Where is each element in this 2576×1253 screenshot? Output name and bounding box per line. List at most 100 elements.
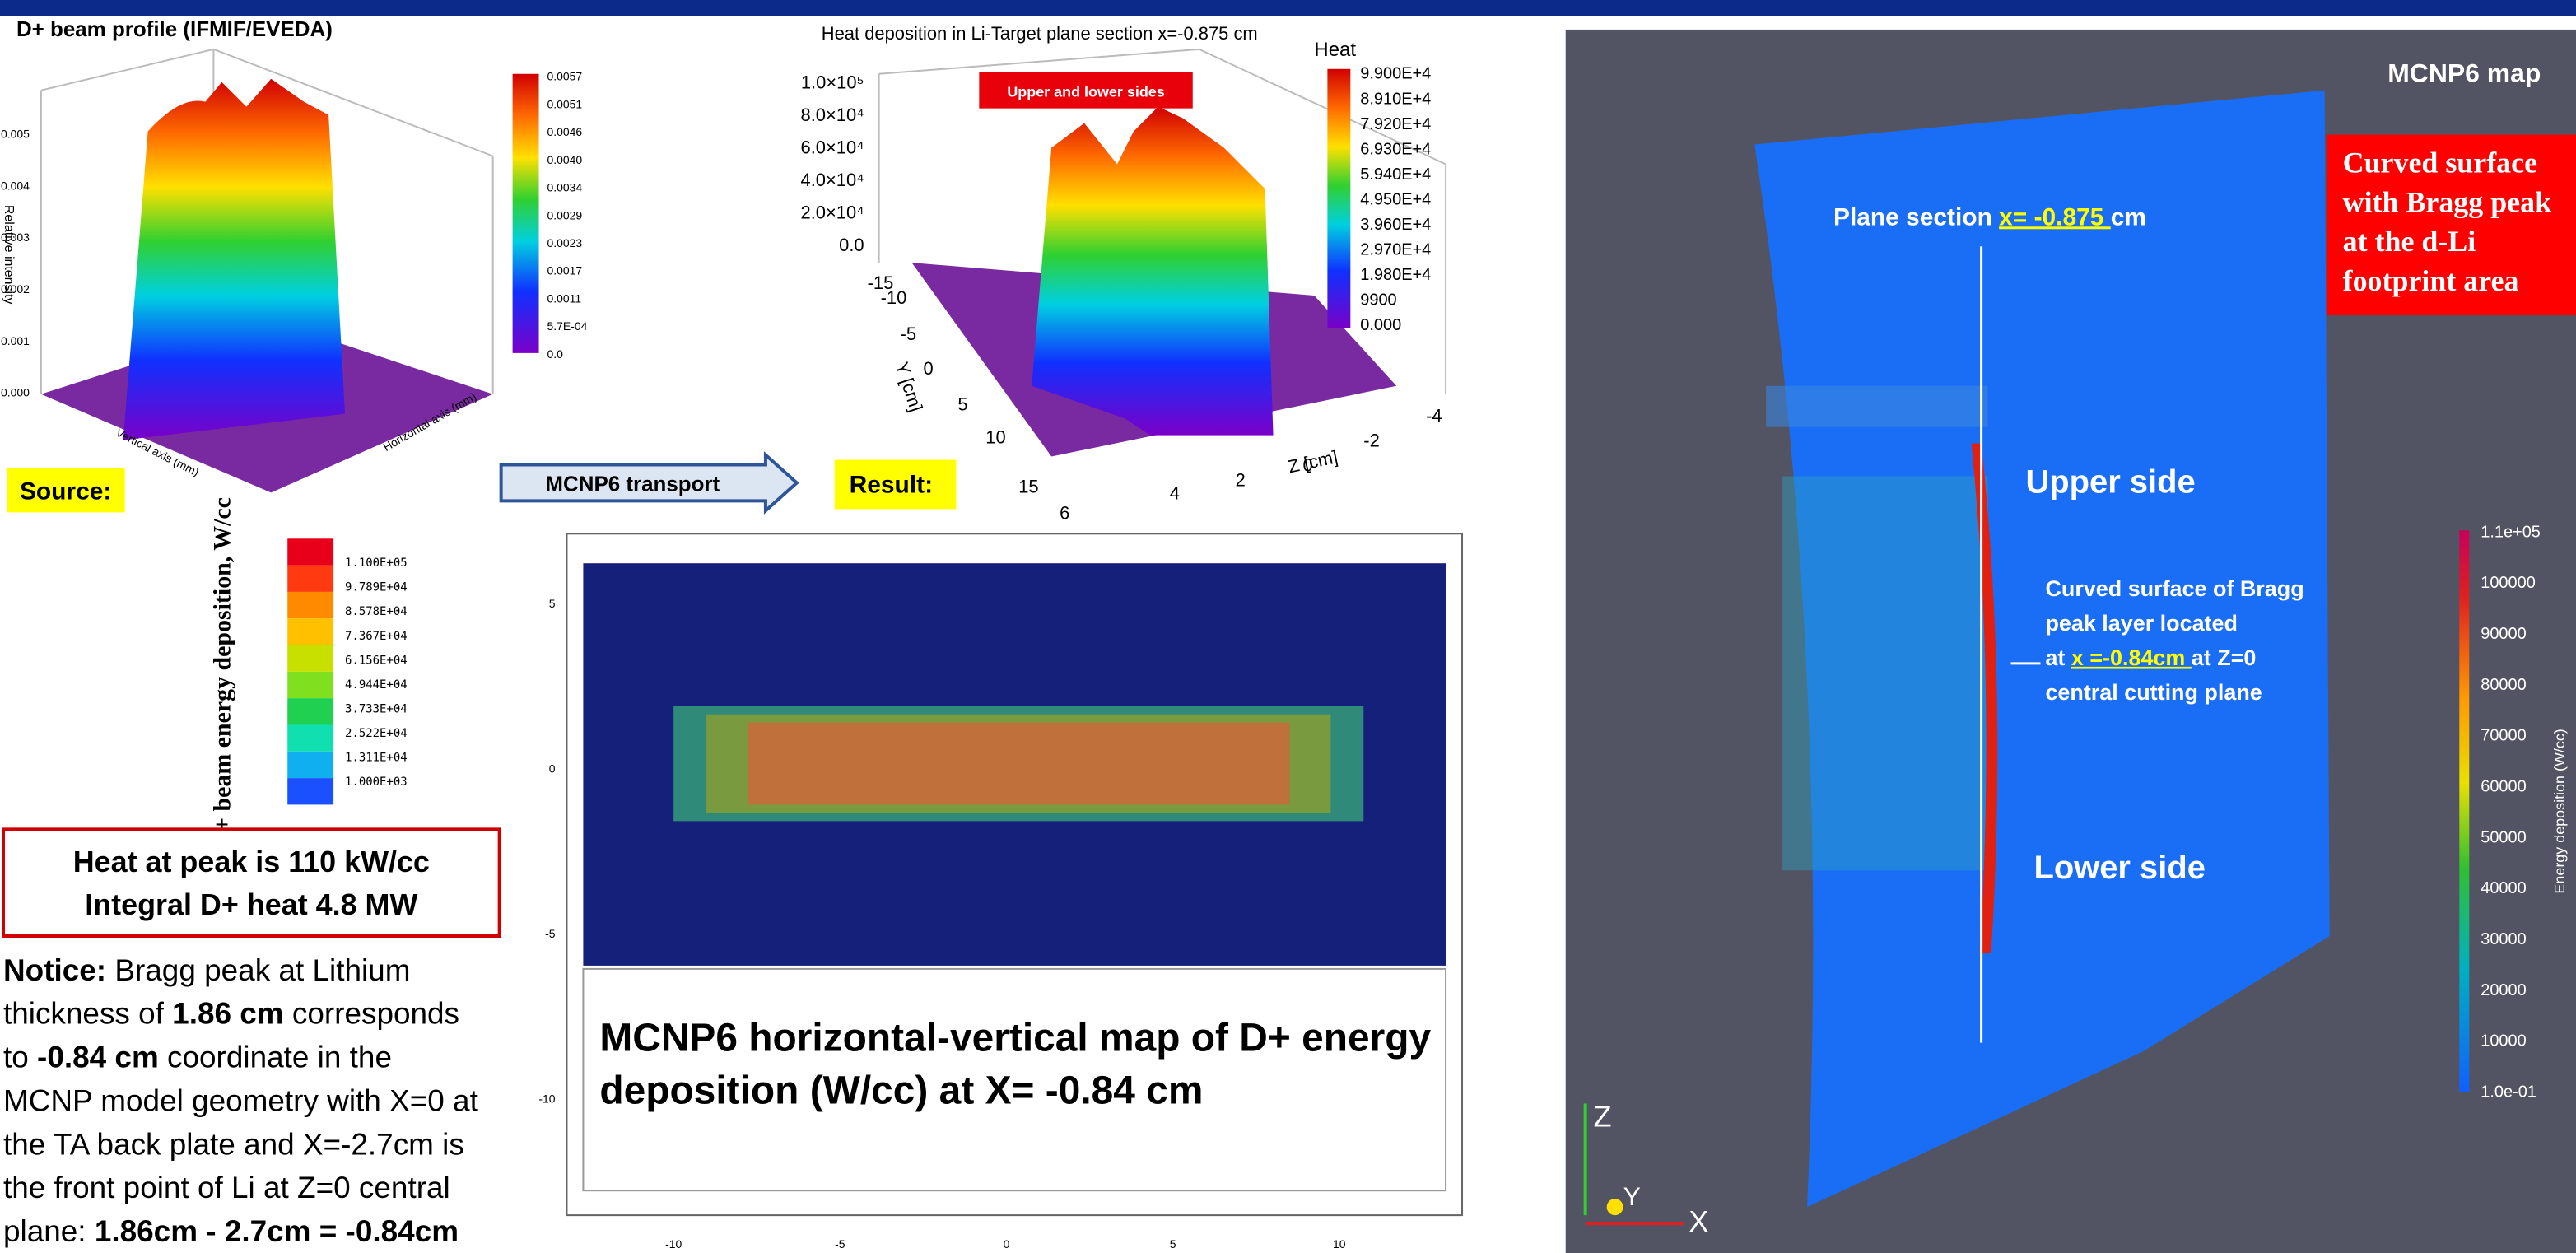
deposition-colorbar-title: D+ beam energy deposition, W/cc <box>208 497 235 850</box>
text-run: at Z=0 <box>2192 645 2257 670</box>
notice-line: the front point of Li at Z=0 central <box>3 1171 450 1204</box>
colorbar-block <box>287 752 333 778</box>
map-x-tick: -10 <box>665 1237 682 1251</box>
heat-zone-inner <box>748 723 1290 805</box>
deposition-colorbar-label: 8.578E+04 <box>345 605 408 618</box>
map-caption: MCNP6 horizontal-vertical map of D+ ener… <box>599 1017 1431 1060</box>
source-tag: Source: <box>20 477 111 505</box>
heat-y-tick: 10 <box>985 427 1005 448</box>
heat-y-tick: 5 <box>957 394 967 415</box>
heat-title: Heat deposition in Li-Target plane secti… <box>822 23 1258 44</box>
deposition-colorbar-label: 3.733E+04 <box>345 702 408 715</box>
colorbar-block <box>287 672 333 698</box>
deposition-colorbar-label: 1.100E+05 <box>345 557 408 570</box>
mcnp-colorbar-label: 80000 <box>2481 676 2526 694</box>
heat-z-axis-tick: 0 <box>1302 454 1312 475</box>
map-x-tick: 10 <box>1333 1237 1346 1251</box>
text-run: the TA back plate and X=-2.7cm is <box>3 1127 464 1161</box>
heat-colorbar <box>1327 69 1350 328</box>
heat-colorbar-label: 1.980E+4 <box>1360 266 1431 284</box>
mcnp-colorbar-label: 10000 <box>2481 1032 2526 1050</box>
map-y-tick: -5 <box>545 927 556 940</box>
text-run: MCNP model geometry with X=0 at <box>3 1083 478 1117</box>
notice: Notice: Bragg peak at Lithiumthickness o… <box>3 953 478 1248</box>
text-run: to <box>3 1041 37 1074</box>
heat-z-axis-tick: -4 <box>1426 406 1442 426</box>
heat-colorbar-label: 5.940E+4 <box>1360 165 1431 184</box>
text-run: corresponds <box>284 997 459 1031</box>
mcnp-colorbar-label: 50000 <box>2481 828 2526 846</box>
heat-y-tick: 15 <box>1018 476 1038 496</box>
heat-z-axis-tick: 4 <box>1170 482 1180 503</box>
heat-colorbar-label: 7.920E+4 <box>1360 115 1431 133</box>
beam-colorbar-label: 0.0040 <box>547 153 583 166</box>
colorbar-block <box>287 645 333 672</box>
text-run: coordinate in the <box>159 1041 392 1074</box>
band <box>1782 476 1987 870</box>
mcnp-colorbar <box>2459 530 2469 1092</box>
map-y-tick: -10 <box>538 1092 555 1105</box>
deposition-colorbar-label: 9.789E+04 <box>345 581 408 594</box>
bragg-note-line: central cutting plane <box>2045 680 2262 705</box>
summary-line: Integral D+ heat 4.8 MW <box>85 887 417 921</box>
text-run: plane: <box>3 1214 95 1248</box>
beam-colorbar <box>513 74 539 353</box>
heat-z-tick: 2.0×10⁴ <box>800 203 864 223</box>
notice-line: the TA back plate and X=-2.7cm is <box>3 1127 464 1161</box>
text-run: thickness of <box>3 997 172 1031</box>
heat-colorbar-label: 4.950E+4 <box>1360 190 1431 208</box>
beam-colorbar-label: 5.7E-04 <box>547 319 588 333</box>
plane-section: Plane section x= -0.875 cm <box>1833 203 2146 231</box>
notice-line: to -0.84 cm coordinate in the <box>3 1041 392 1074</box>
beam-colorbar-label: 0.0017 <box>547 264 583 277</box>
heat-z-tick: 6.0×10⁴ <box>800 137 864 158</box>
map-x-tick: -5 <box>835 1237 845 1251</box>
deposition-colorbar-label: 1.000E+03 <box>345 776 408 789</box>
bragg-note-line: at x =-0.84cm at Z=0 <box>2045 645 2256 670</box>
transport-label: MCNP6 transport <box>545 473 720 496</box>
beam-colorbar-label: 0.0057 <box>547 70 583 83</box>
text-run: peak layer located <box>2045 611 2237 636</box>
mcnp-colorbar-label: 1.0e-01 <box>2481 1083 2536 1102</box>
heat-annotation: Upper and lower sides <box>1007 84 1164 100</box>
beam-colorbar-label: 0.0 <box>547 347 564 361</box>
colorbar-block <box>287 618 333 645</box>
heat-colorbar-label: 8.910E+4 <box>1360 90 1431 108</box>
deposition-colorbar <box>287 538 333 804</box>
text-run: central cutting plane <box>2045 680 2262 705</box>
beam-colorbar-label: 0.0051 <box>547 97 583 110</box>
axis-label: Y <box>1623 1181 1641 1211</box>
notice-line: thickness of 1.86 cm corresponds <box>3 997 459 1031</box>
callout-line: at the d-Li <box>2343 225 2476 258</box>
text-run: Notice: <box>3 953 106 987</box>
beam-colorbar-label: 0.0011 <box>547 291 582 305</box>
beam-y-tick: 0.003 <box>1 231 30 244</box>
colorbar-block <box>287 538 333 565</box>
heat-colorbar-title: Heat <box>1314 39 1356 61</box>
mcnp-colorbar-label: 30000 <box>2481 930 2526 948</box>
colorbar-block <box>287 698 333 724</box>
text-run: 1.86cm - 2.7cm = -0.84cm <box>95 1214 459 1248</box>
axis-label: Z <box>1594 1099 1612 1133</box>
heat-z-tick: 0.0 <box>839 235 864 255</box>
band <box>1766 386 1987 427</box>
heat-y-tick: -10 <box>881 287 907 308</box>
colorbar-block <box>287 724 333 751</box>
mcnp-colorbar-label: 40000 <box>2481 879 2526 897</box>
mcnp-colorbar-label: 90000 <box>2481 625 2526 643</box>
colorbar-block <box>287 566 333 592</box>
text-run: Curved surface of Bragg <box>2045 576 2303 601</box>
notice-line: plane: 1.86cm - 2.7cm = -0.84cm <box>3 1214 459 1248</box>
page: D+ beam profile (IFMIF/EVEDA) Relative i… <box>0 0 2576 1253</box>
beam-y-tick: 0.004 <box>1 179 30 192</box>
text-run: Plane section <box>1833 203 1999 231</box>
mcnp-colorbar-label: 1.1e+05 <box>2481 523 2541 541</box>
map-x-tick: 0 <box>1004 1237 1010 1251</box>
text-run: at <box>2045 645 2071 670</box>
slide: D+ beam profile (IFMIF/EVEDA) Relative i… <box>0 0 2576 1253</box>
axis-label: X <box>1689 1204 1708 1238</box>
summary-line: Heat at peak is 110 kW/cc <box>73 845 430 878</box>
beam-y-tick: 0.001 <box>1 334 30 347</box>
heat-z-tick: 4.0×10⁴ <box>800 170 864 190</box>
beam-y-tick: 0.000 <box>1 386 30 399</box>
